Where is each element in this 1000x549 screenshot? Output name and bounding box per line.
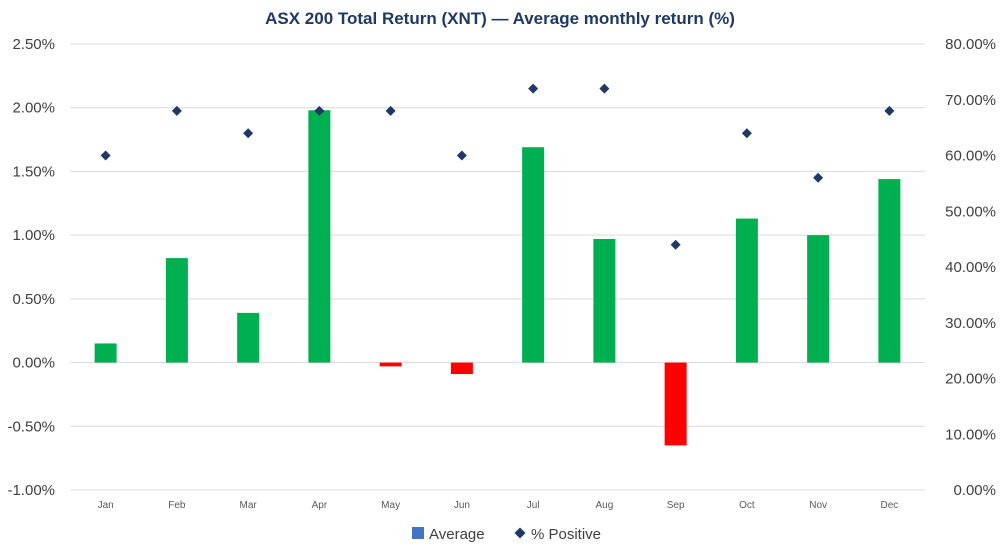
data-point [243,128,254,139]
data-point [670,239,681,250]
left-tick-label: 0.50% [12,291,55,308]
bar [308,110,331,363]
data-point [741,128,752,139]
x-tick-label: May [381,500,400,511]
right-axis: 0.00% 10.00% 20.00% 30.00% 40.00% 50.00% 60.00… [945,36,996,499]
data-point [528,83,539,94]
right-tick-label: 80.00% [945,36,996,53]
legend: Average % Positive [412,526,601,543]
x-tick-label: Oct [739,500,755,511]
x-tick-label: Apr [312,500,328,511]
right-tick-label: 50.00% [945,203,996,220]
x-tick-label: Jun [454,500,470,511]
left-axis: -1.00% -0.50% 0.00% 0.50% 1.00% 1.50% 2.00% 2.5… [7,36,55,499]
x-tick-label: Jul [527,500,540,511]
x-tick-label: Mar [240,500,258,511]
legend-label-average: Average [429,526,485,543]
bar [735,218,758,363]
x-tick-label: Nov [809,500,827,511]
bar [664,362,687,446]
left-tick-label: 1.00% [12,227,55,244]
bar [593,238,616,363]
x-axis: Jan Feb Mar Apr May Jun Jul Aug Sep Oct Nov Dec [98,500,899,511]
legend-swatch-average [412,527,424,539]
right-tick-label: 40.00% [945,259,996,276]
data-point [599,83,610,94]
data-point [813,172,824,183]
data-point [100,150,111,161]
bar [237,312,260,363]
bar [807,235,830,363]
bar [94,343,117,363]
left-tick-label: -0.50% [7,418,55,435]
left-tick-label: 1.50% [12,163,55,180]
bar [878,179,901,363]
data-point [385,105,396,116]
chart-title: ASX 200 Total Return (XNT) — Average mon… [265,9,735,28]
right-tick-label: 20.00% [945,371,996,388]
bar [522,147,545,363]
markers-layer [100,83,895,250]
left-tick-label: -1.00% [7,482,55,499]
data-point [171,105,182,116]
right-tick-label: 70.00% [945,92,996,109]
x-tick-label: Dec [880,500,898,511]
legend-label-positive: % Positive [531,526,601,543]
left-tick-label: 2.00% [12,100,55,117]
x-tick-label: Sep [667,500,685,511]
data-point [456,150,467,161]
x-tick-label: Jan [98,500,114,511]
bars-layer [94,110,901,446]
left-tick-label: 0.00% [12,355,55,372]
right-tick-label: 30.00% [945,315,996,332]
x-tick-label: Feb [168,500,186,511]
bar [450,362,473,375]
x-tick-label: Aug [595,500,613,511]
grid-layer [70,43,925,491]
bar [165,258,188,363]
right-tick-label: 0.00% [953,482,996,499]
left-tick-label: 2.50% [12,36,55,53]
legend-marker-positive [514,527,526,539]
data-point [314,105,325,116]
right-tick-label: 60.00% [945,148,996,165]
data-point [884,105,895,116]
right-tick-label: 10.00% [945,426,996,443]
bar [379,362,402,367]
